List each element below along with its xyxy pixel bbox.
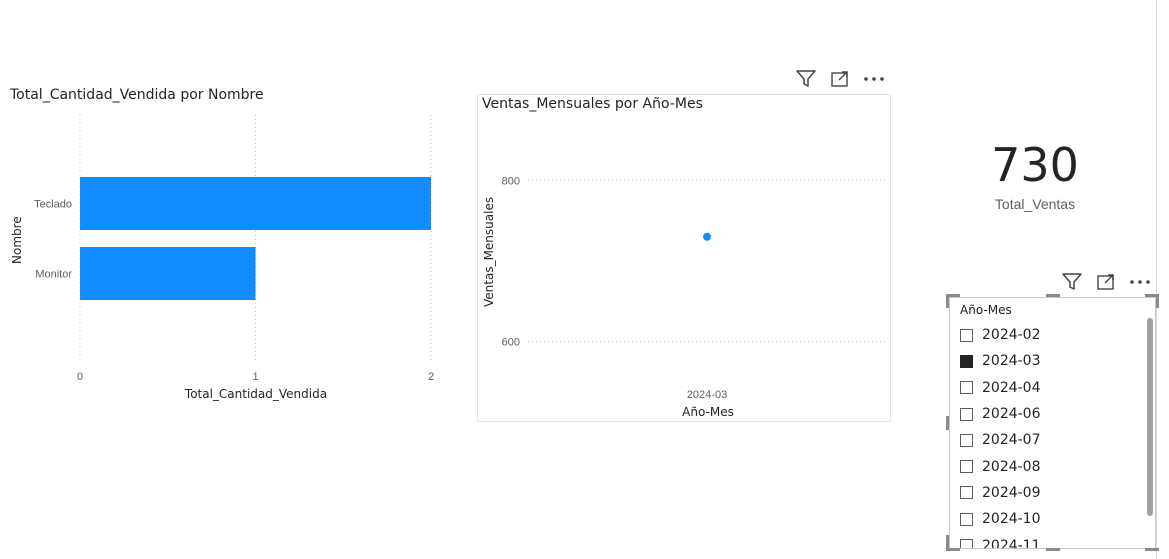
slicer-ano-mes[interactable]: Año-Mes 2024-02 2024-03 2024-04 2024-06 … bbox=[949, 297, 1156, 549]
checkbox[interactable] bbox=[960, 354, 973, 368]
checkbox[interactable] bbox=[960, 486, 973, 500]
bar-chart-title: Total_Cantidad_Vendida por Nombre bbox=[10, 87, 264, 103]
report-edge-divider bbox=[1156, 0, 1157, 559]
checkbox[interactable] bbox=[960, 539, 973, 548]
slicer-item[interactable]: 2024-10 bbox=[960, 506, 1041, 532]
bar-chart[interactable]: 0 1 2 Teclado Monitor bbox=[0, 0, 470, 400]
focus-mode-icon[interactable] bbox=[828, 68, 852, 90]
checkbox[interactable] bbox=[960, 460, 973, 474]
slicer-item-label: 2024-03 bbox=[982, 353, 1041, 370]
checkbox[interactable] bbox=[960, 381, 973, 395]
bar bbox=[80, 247, 256, 300]
card-value: 730 bbox=[991, 138, 1079, 192]
slicer-list: 2024-02 2024-03 2024-04 2024-06 2024-07 … bbox=[960, 322, 1041, 549]
slicer-item-label: 2024-06 bbox=[982, 406, 1041, 423]
resize-handle[interactable] bbox=[946, 548, 960, 551]
x-tick-label: 2 bbox=[428, 371, 434, 383]
more-options-icon[interactable] bbox=[862, 68, 886, 90]
y-tick-label: 800 bbox=[502, 175, 520, 187]
line-chart-header-icons bbox=[784, 68, 886, 90]
resize-handle[interactable] bbox=[946, 535, 949, 549]
slicer-item[interactable]: 2024-11 bbox=[960, 532, 1041, 549]
bar bbox=[80, 177, 431, 230]
resize-handle[interactable] bbox=[946, 294, 960, 297]
y-tick-label: Teclado bbox=[34, 199, 72, 211]
x-tick-label: 0 bbox=[77, 371, 83, 383]
checkbox[interactable] bbox=[960, 407, 973, 421]
slicer-item[interactable]: 2024-02 bbox=[960, 322, 1041, 348]
filter-icon[interactable] bbox=[1060, 271, 1084, 293]
resize-handle[interactable] bbox=[1046, 548, 1060, 551]
x-tick-label: 2024-03 bbox=[687, 389, 727, 401]
slicer-item[interactable]: 2024-09 bbox=[960, 480, 1041, 506]
line-chart[interactable]: 800 600 2024-03 bbox=[0, 0, 900, 420]
x-tick-label: 1 bbox=[252, 371, 258, 383]
slicer-item[interactable]: 2024-06 bbox=[960, 401, 1041, 427]
line-chart-x-axis-title: Año-Mes bbox=[682, 405, 734, 419]
slicer-item[interactable]: 2024-04 bbox=[960, 375, 1041, 401]
line-chart-container[interactable] bbox=[477, 94, 891, 422]
resize-handle[interactable] bbox=[1145, 548, 1159, 551]
slicer-item[interactable]: 2024-07 bbox=[960, 427, 1041, 453]
bar-chart-x-axis-title: Total_Cantidad_Vendida bbox=[184, 387, 328, 401]
slicer-header: Año-Mes bbox=[960, 303, 1012, 317]
slicer-item-label: 2024-04 bbox=[982, 379, 1041, 396]
resize-handle[interactable] bbox=[946, 294, 949, 308]
slicer-item-label: 2024-11 bbox=[982, 537, 1041, 549]
slicer-item-label: 2024-07 bbox=[982, 432, 1041, 449]
slicer-item-label: 2024-02 bbox=[982, 327, 1041, 344]
resize-handle[interactable] bbox=[946, 416, 949, 430]
checkbox[interactable] bbox=[960, 433, 973, 447]
checkbox[interactable] bbox=[960, 328, 973, 342]
slicer-item[interactable]: 2024-08 bbox=[960, 453, 1041, 479]
more-options-icon[interactable] bbox=[1128, 271, 1152, 293]
data-point bbox=[703, 232, 711, 241]
slicer-item-label: 2024-10 bbox=[982, 511, 1041, 528]
resize-handle[interactable] bbox=[1145, 294, 1159, 297]
checkbox[interactable] bbox=[960, 512, 973, 526]
resize-handle[interactable] bbox=[1046, 294, 1060, 297]
y-tick-label: Monitor bbox=[35, 269, 72, 281]
slicer-item-label: 2024-09 bbox=[982, 484, 1041, 501]
slicer-item-label: 2024-08 bbox=[982, 458, 1041, 475]
filter-icon[interactable] bbox=[794, 68, 818, 90]
slicer-scrollbar[interactable] bbox=[1147, 318, 1153, 516]
resize-handle[interactable] bbox=[1156, 294, 1159, 308]
slicer-item[interactable]: 2024-03 bbox=[960, 348, 1041, 374]
y-tick-label: 600 bbox=[502, 337, 520, 349]
card-label: Total_Ventas bbox=[994, 196, 1076, 212]
slicer-header-icons bbox=[1050, 271, 1152, 293]
line-chart-title: Ventas_Mensuales por Año-Mes bbox=[482, 96, 703, 112]
focus-mode-icon[interactable] bbox=[1094, 271, 1118, 293]
